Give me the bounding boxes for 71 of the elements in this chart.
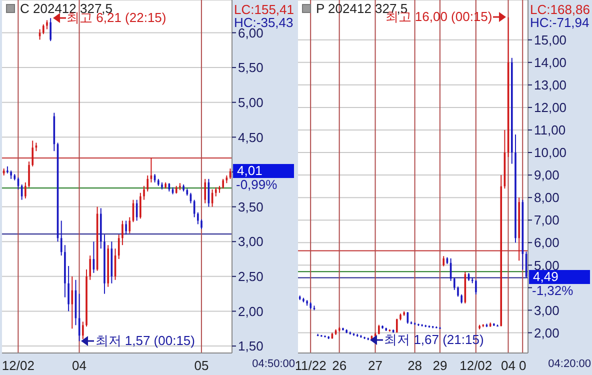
text: 04:20:00 <box>548 358 591 370</box>
text: HC:-35,43 <box>234 15 294 30</box>
candlestick <box>60 220 62 256</box>
text: 04:50:00 <box>252 358 295 370</box>
candlestick <box>146 174 149 192</box>
y-tick-label: 3,50 <box>238 199 264 214</box>
candlestick <box>32 140 34 167</box>
candlestick <box>125 220 127 236</box>
y-tick-label: 13,00 <box>534 78 567 93</box>
y-tick-label: 2,50 <box>238 269 264 284</box>
candlestick <box>46 20 48 30</box>
x-tick-label: 04 <box>72 358 86 374</box>
y-tick-label: 7,00 <box>534 212 560 228</box>
candlestick <box>143 185 145 200</box>
candlestick <box>197 212 199 225</box>
candlestick <box>89 255 92 280</box>
x-tick-label: 12/02 <box>2 358 34 374</box>
candlestick <box>50 18 52 42</box>
y-tick-label: 8,00 <box>534 190 560 206</box>
candlestick <box>453 277 456 290</box>
x-tick-label: 27 <box>368 358 382 374</box>
y-tick-label: 1,50 <box>238 338 264 354</box>
candlestick <box>128 216 131 234</box>
candlestick <box>82 321 84 340</box>
text: 4,49 <box>529 268 590 284</box>
candlestick <box>71 276 74 330</box>
x-tick-label: 05 <box>194 358 209 374</box>
text: 4,01 <box>233 163 294 178</box>
candlestick <box>222 178 224 190</box>
y-tick-label: 5,50 <box>238 60 264 76</box>
y-tick-label: 11,00 <box>534 122 566 138</box>
y-tick-label: 6,00 <box>534 235 560 250</box>
text: HC:-71,94 <box>530 15 590 30</box>
candlestick <box>460 294 462 304</box>
annotation: 최저 1,57 (00:15) <box>95 333 195 350</box>
text: LC:168,86 <box>530 2 590 17</box>
x-tick-label: 26 <box>332 358 347 374</box>
y-tick-label: 4,50 <box>238 130 264 145</box>
x-tick-label: 11/22 <box>294 358 326 374</box>
candlestick <box>28 161 30 188</box>
y-tick-label: 2,00 <box>534 325 560 340</box>
x-tick-label: 12/02 <box>460 358 492 374</box>
candlestick <box>204 178 206 204</box>
candlestick <box>200 218 202 230</box>
x-tick-label: 0 <box>518 358 526 374</box>
y-tick-label: 12,00 <box>534 100 567 116</box>
text: -1,32% <box>532 282 574 298</box>
text: LC:155,41 <box>234 2 294 17</box>
text: -0,99% <box>236 177 278 192</box>
y-tick-label: 3,00 <box>534 302 560 318</box>
y-tick-label: 3,00 <box>238 234 264 250</box>
candlestick <box>457 286 459 298</box>
y-tick-label: 10,00 <box>534 145 567 160</box>
x-tick-label: 04 <box>501 358 516 374</box>
candlestick <box>378 324 380 335</box>
candlestick <box>24 182 26 199</box>
candlestick <box>122 220 124 246</box>
y-tick-label: 2,00 <box>238 304 264 319</box>
y-tick-label: 5,00 <box>238 94 264 110</box>
x-tick-label: 29 <box>432 358 448 374</box>
candlestick <box>68 265 70 312</box>
y-tick-label: 15,00 <box>534 32 567 48</box>
candlestick <box>442 256 445 267</box>
y-tick-label: 9,00 <box>534 168 560 183</box>
candlestick <box>214 186 217 197</box>
x-tick-label: 28 <box>408 358 422 374</box>
candlestick <box>140 192 142 220</box>
candlestick <box>42 24 44 35</box>
candlestick <box>475 279 477 295</box>
candlestick <box>118 234 120 260</box>
y-tick-label: 14,00 <box>534 55 567 70</box>
